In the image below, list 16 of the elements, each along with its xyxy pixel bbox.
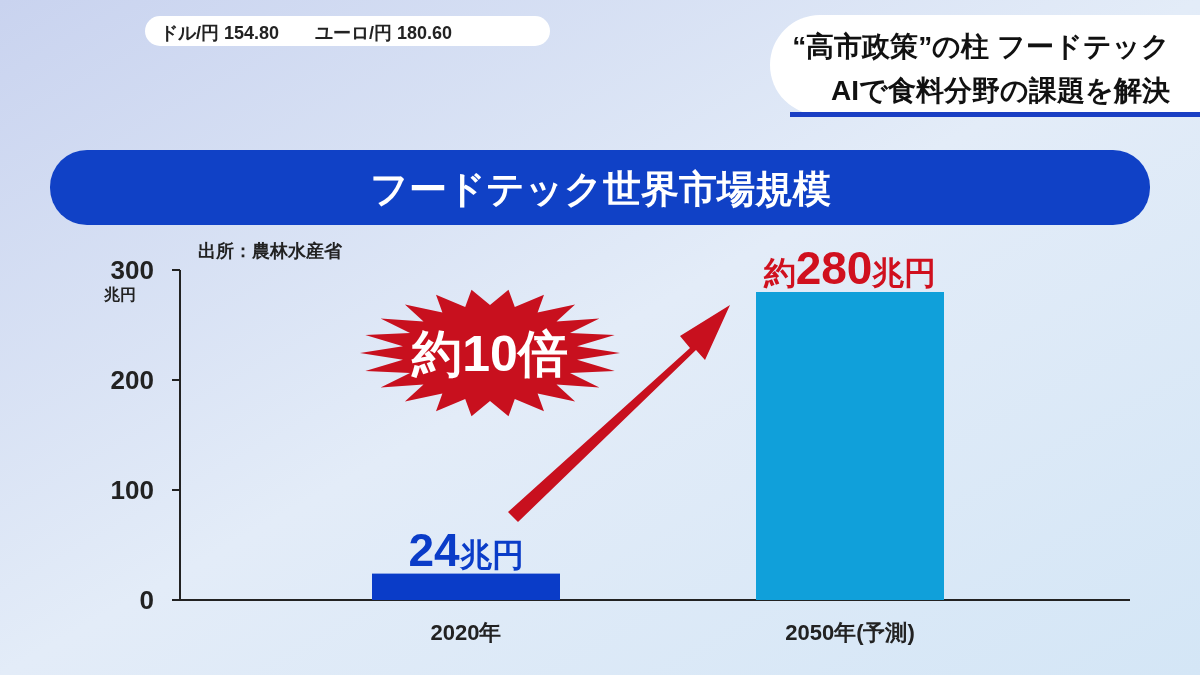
annotation: 約10倍 — [411, 326, 568, 382]
data-label: 約280兆円 — [762, 242, 937, 294]
text: ドル/円 154.80 — [160, 23, 280, 43]
x-tick-label: 2020年 — [430, 620, 502, 645]
data-label: 24兆円 — [408, 523, 524, 576]
text: AIで食料分野の課題を解決 — [831, 75, 1170, 106]
y-tick-label: 100 — [110, 475, 154, 505]
y-tick-label: 200 — [110, 365, 154, 395]
y-tick-label: 300 — [110, 255, 154, 285]
y-axis-title: 兆円 — [103, 286, 136, 303]
text: 出所：農林水産省 — [198, 241, 343, 261]
text: ユーロ/円 180.60 — [315, 23, 453, 43]
x-tick-label: 2050年(予測) — [785, 620, 915, 645]
chart-title: フードテック世界市場規模 — [369, 168, 831, 210]
y-tick-label: 0 — [139, 585, 154, 615]
text: “高市政策”の柱 フードテック — [792, 31, 1170, 62]
